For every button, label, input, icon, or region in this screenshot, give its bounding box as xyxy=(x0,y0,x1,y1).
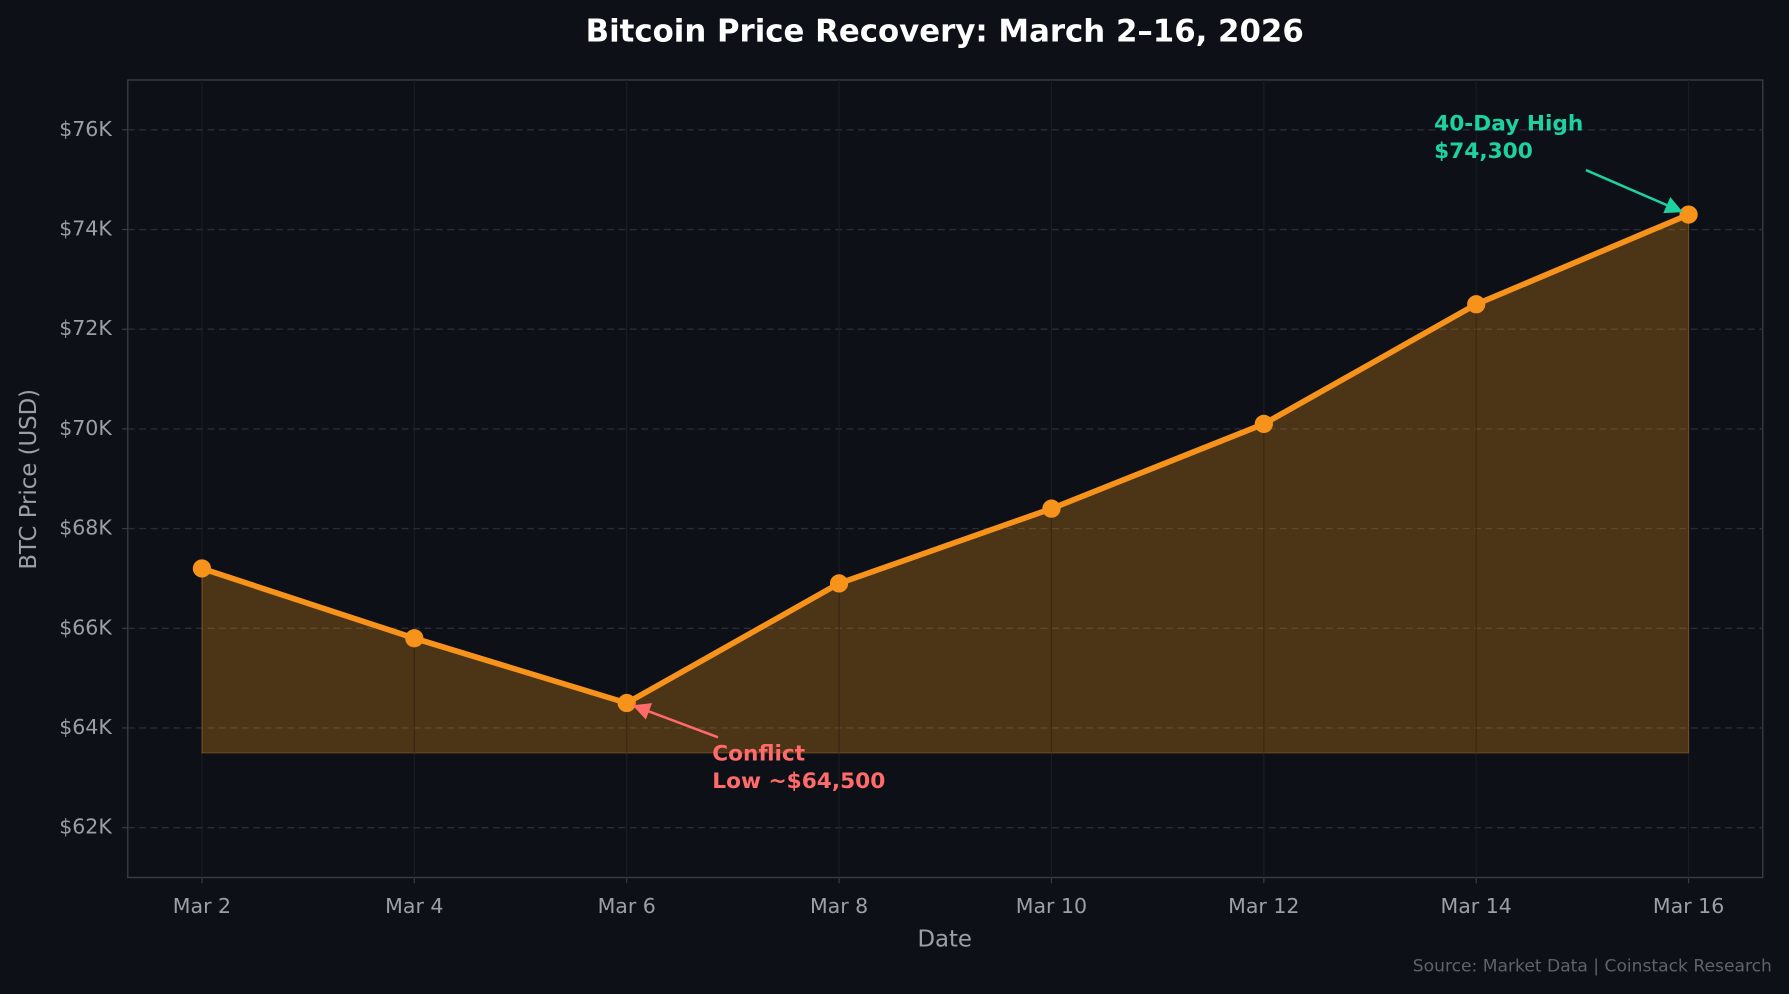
annotation-text: Conflict xyxy=(712,741,805,766)
y-tick-label: $66K xyxy=(59,615,112,639)
x-tick-label: Mar 8 xyxy=(810,894,868,918)
y-tick-label: $72K xyxy=(59,316,112,340)
data-point xyxy=(192,559,212,578)
source-note: Source: Market Data | Coinstack Research xyxy=(1413,956,1772,976)
y-tick-label: $68K xyxy=(59,516,112,540)
annotation-arrow xyxy=(632,703,719,739)
x-tick-label: Mar 16 xyxy=(1653,894,1724,918)
data-point xyxy=(617,693,636,713)
y-tick-label: $76K xyxy=(59,117,112,141)
x-axis-label: Date xyxy=(917,927,972,953)
data-point xyxy=(1254,414,1273,434)
x-tick-label: Mar 10 xyxy=(1016,894,1087,918)
x-tick-label: Mar 4 xyxy=(385,894,443,918)
data-point xyxy=(1042,499,1061,518)
data-point xyxy=(1467,295,1486,314)
annotation-arrow xyxy=(1585,168,1683,214)
y-tick-label: $70K xyxy=(59,416,112,440)
annotation-text: 40-Day High xyxy=(1434,111,1583,136)
x-tick-label: Mar 2 xyxy=(173,894,231,918)
y-tick-label: $74K xyxy=(59,217,112,241)
plot-area xyxy=(127,79,1764,879)
y-tick-label: $64K xyxy=(59,715,112,739)
x-tick-label: Mar 12 xyxy=(1228,894,1299,918)
y-tick-label: $62K xyxy=(59,815,112,839)
x-tick-label: Mar 6 xyxy=(598,894,656,918)
data-point xyxy=(405,629,424,648)
data-point xyxy=(829,574,849,593)
annotation-text: $74,300 xyxy=(1434,139,1533,164)
x-tick-label: Mar 14 xyxy=(1441,894,1512,918)
y-axis-label: BTC Price (USD) xyxy=(16,389,42,570)
annotation-text: Low ~$64,500 xyxy=(712,769,885,794)
chart-title: Bitcoin Price Recovery: March 2–16, 2026 xyxy=(586,14,1304,50)
data-point xyxy=(1679,205,1698,224)
price-line xyxy=(201,211,1690,706)
